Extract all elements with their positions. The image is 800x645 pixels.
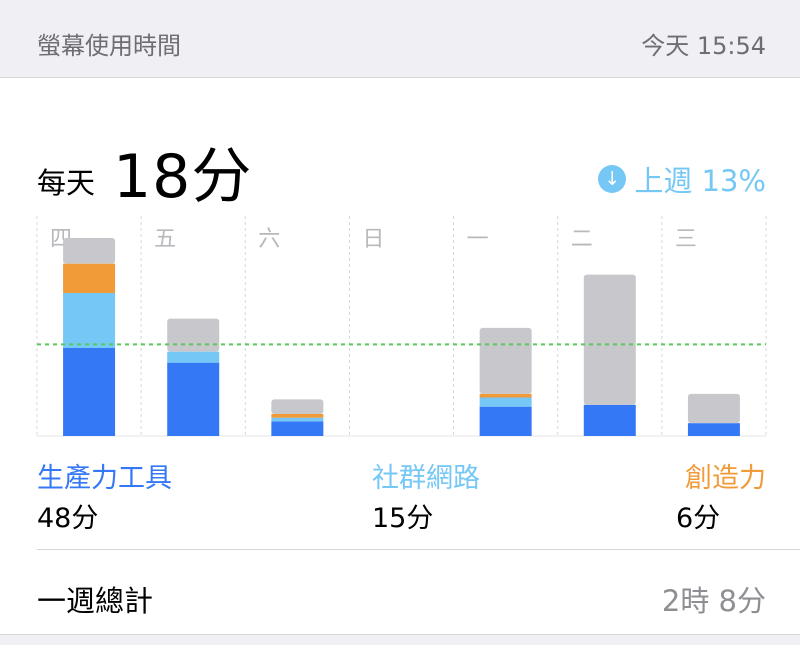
category-label-creativity: 創造力 [685, 463, 766, 494]
timestamp: 今天 15:54 [641, 32, 766, 60]
bar-segment[interactable] [63, 238, 116, 264]
weekly-total-label: 一週總計 [37, 584, 154, 618]
bar-segment[interactable] [271, 421, 324, 436]
bar-segment[interactable] [167, 351, 220, 363]
divider [37, 549, 800, 550]
bar-segment[interactable] [271, 399, 324, 414]
day-tick-label: 三 [675, 227, 697, 252]
bar-segment[interactable] [687, 393, 740, 424]
day-tick-label: 日 [362, 227, 384, 252]
category-value-creativity: 6分 [676, 503, 721, 534]
bar-segment[interactable] [479, 397, 532, 407]
arrow-down-circle-icon: ↓ [598, 165, 627, 193]
bar-segment[interactable] [583, 274, 636, 405]
bar-segment[interactable] [479, 327, 532, 394]
weekly-comparison: ↓ 上週 13% [598, 158, 766, 200]
header: 螢幕使用時間 今天 15:54 [0, 0, 800, 78]
bar-segment[interactable] [583, 404, 636, 436]
bar-segment[interactable] [479, 406, 532, 436]
bar-segment[interactable] [63, 293, 116, 348]
category-label-productivity: 生產力工具 [37, 463, 172, 494]
bar-segment[interactable] [687, 423, 740, 436]
bar-segment[interactable] [479, 393, 532, 398]
bar-segment[interactable] [63, 263, 116, 293]
usage-bar-chart[interactable]: 四五六日一二三 [0, 216, 800, 441]
category-label-social: 社群網路 [372, 463, 480, 494]
category-value-productivity: 48分 [37, 503, 99, 534]
daily-label: 每天 [37, 166, 96, 200]
day-tick-label: 一 [467, 227, 489, 252]
page-title: 螢幕使用時間 [37, 32, 181, 60]
bar-segment[interactable] [63, 348, 116, 436]
day-tick-label: 五 [154, 227, 176, 252]
bar-segment[interactable] [271, 414, 324, 418]
day-tick-label: 六 [258, 227, 280, 252]
day-tick-label: 二 [571, 227, 593, 252]
usage-card[interactable]: 每天 18分 ↓ 上週 13% 四五六日一二三 生產力工具 48分 社群網路 1… [0, 78, 800, 635]
bar-segment[interactable] [167, 318, 220, 352]
daily-average-value: 18分 [113, 142, 253, 212]
comparison-text: 上週 13% [634, 164, 766, 198]
weekly-total-value: 2時 8分 [661, 584, 766, 618]
bar-segment[interactable] [271, 417, 324, 422]
category-value-social: 15分 [372, 503, 434, 534]
bar-segment[interactable] [167, 362, 220, 436]
